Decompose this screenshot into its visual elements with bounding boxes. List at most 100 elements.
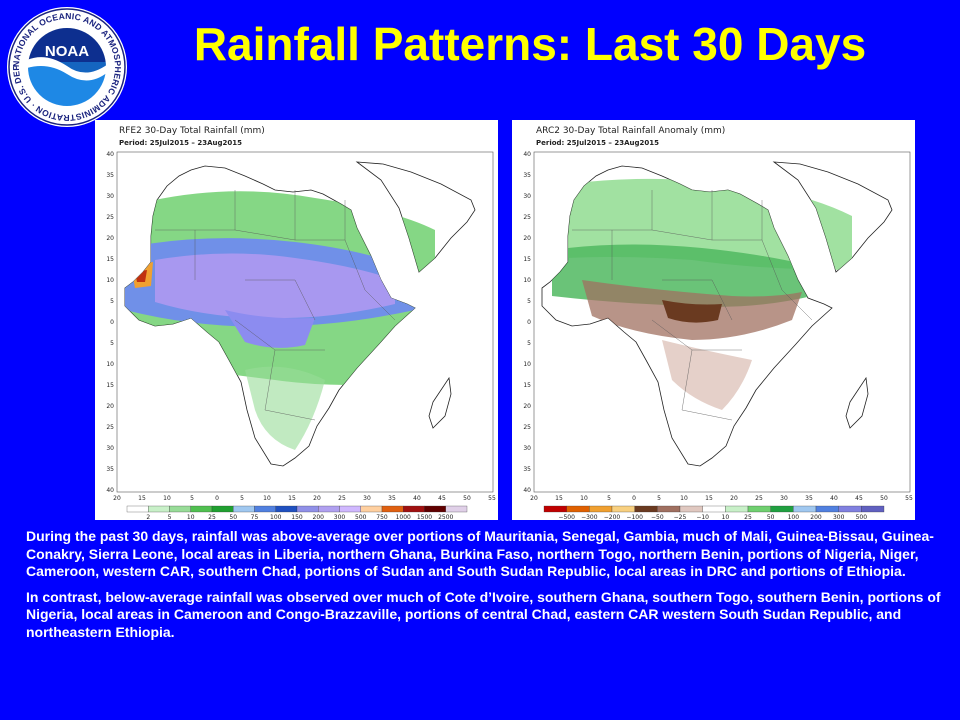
svg-text:10: 10 (263, 495, 271, 502)
colorbar-swatch (657, 505, 681, 513)
svg-text:25: 25 (338, 495, 346, 502)
map-title: RFE2 30-Day Total Rainfall (mm) (119, 126, 265, 136)
colorbar-label: 10 (722, 514, 730, 520)
colorbar-swatch (254, 505, 276, 513)
colorbar-label: 50 (229, 514, 237, 520)
colorbar-label: 50 (767, 514, 775, 520)
colorbar-label: 2 (146, 514, 150, 520)
svg-text:15: 15 (523, 382, 531, 389)
svg-text:50: 50 (880, 495, 888, 502)
colorbar-swatch (543, 505, 567, 513)
colorbar-label: 150 (291, 514, 303, 520)
noaa-logo: NATIONAL OCEANIC AND ATMOSPHERIC ADMINIS… (2, 0, 128, 128)
colorbar-swatch (360, 505, 383, 513)
colorbar-swatch (233, 505, 255, 513)
colorbar-label: 100 (270, 514, 282, 520)
svg-text:20: 20 (106, 403, 114, 410)
colorbar-label: 500 (856, 514, 868, 520)
colorbar-swatch (190, 505, 213, 513)
svg-text:40: 40 (523, 487, 531, 494)
colorbar-swatch (275, 505, 298, 513)
colorbar-swatch (339, 505, 361, 513)
summary-paragraph-below-average: In contrast, below-average rainfall was … (26, 588, 941, 640)
colorbar-label: −50 (651, 514, 664, 520)
svg-text:20: 20 (730, 495, 738, 502)
svg-text:30: 30 (780, 495, 788, 502)
svg-text:20: 20 (113, 495, 121, 502)
svg-text:35: 35 (106, 172, 114, 179)
colorbar-label: 300 (334, 514, 346, 520)
colorbar-label: 300 (833, 514, 845, 520)
map-period: Period: 25Jul2015 – 23Aug2015 (119, 139, 243, 147)
logo-wordmark: NOAA (45, 43, 89, 60)
colorbar-swatch (611, 505, 635, 513)
map-title: ARC2 30-Day Total Rainfall Anomaly (mm) (536, 126, 726, 136)
svg-text:10: 10 (106, 361, 114, 368)
svg-text:25: 25 (523, 424, 531, 431)
colorbar-label: 750 (376, 514, 388, 520)
svg-text:40: 40 (106, 487, 114, 494)
colorbar-label: −500 (558, 514, 575, 520)
colorbar-swatch (589, 505, 613, 513)
colorbar-label: 1000 (396, 514, 411, 520)
colorbar-swatch (770, 505, 794, 513)
map-period: Period: 25Jul2015 – 23Aug2015 (536, 139, 660, 147)
svg-text:40: 40 (413, 495, 421, 502)
svg-text:15: 15 (106, 382, 114, 389)
svg-text:15: 15 (705, 495, 713, 502)
svg-text:35: 35 (523, 466, 531, 473)
svg-text:40: 40 (106, 151, 114, 158)
colorbar: −500 −300 −200 −100 −50 −25 −10 10 25 50 100 200 300… (543, 505, 885, 520)
colorbar-swatch (169, 505, 191, 513)
svg-text:15: 15 (106, 256, 114, 263)
svg-text:30: 30 (523, 193, 531, 200)
colorbar-swatch (566, 505, 590, 513)
svg-text:35: 35 (805, 495, 813, 502)
svg-text:20: 20 (106, 235, 114, 242)
colorbar-swatch (838, 505, 862, 513)
colorbar-label: 100 (788, 514, 800, 520)
colorbar-label: 500 (355, 514, 367, 520)
svg-text:55: 55 (905, 495, 913, 502)
svg-text:5: 5 (190, 495, 194, 502)
colorbar-label: 200 (810, 514, 822, 520)
svg-text:20: 20 (523, 235, 531, 242)
svg-text:35: 35 (106, 466, 114, 473)
colorbar-swatch (747, 505, 771, 513)
svg-text:10: 10 (106, 277, 114, 284)
svg-text:10: 10 (523, 361, 531, 368)
colorbar-swatch (126, 505, 149, 513)
colorbar-label: 10 (187, 514, 195, 520)
country-borders (155, 190, 396, 421)
lon-ticks: 20 15 10 5 0 5 10 15 20 25 30 35 40 45 50 55 (530, 495, 913, 502)
svg-text:20: 20 (530, 495, 538, 502)
svg-text:5: 5 (657, 495, 661, 502)
colorbar-swatch (679, 505, 703, 513)
summary-text: During the past 30 days, rainfall was ab… (26, 528, 946, 649)
colorbar-swatch (702, 505, 726, 513)
svg-text:25: 25 (106, 424, 114, 431)
country-borders (572, 190, 813, 421)
svg-text:5: 5 (527, 340, 531, 347)
summary-paragraph-above-average: During the past 30 days, rainfall was ab… (26, 528, 934, 579)
colorbar-label: −200 (604, 514, 621, 520)
svg-text:15: 15 (138, 495, 146, 502)
colorbar-label: −10 (696, 514, 709, 520)
colorbar-label: −100 (626, 514, 643, 520)
lon-ticks: 20 15 10 5 0 5 10 15 20 25 30 35 40 45 50 55 (113, 495, 496, 502)
colorbar-label: −300 (581, 514, 598, 520)
colorbar-swatch (424, 505, 446, 513)
svg-text:25: 25 (106, 214, 114, 221)
colorbar-label: 25 (744, 514, 752, 520)
svg-text:15: 15 (523, 256, 531, 263)
colorbar-swatch (861, 505, 885, 513)
svg-text:15: 15 (555, 495, 563, 502)
svg-text:35: 35 (523, 172, 531, 179)
colorbar-swatch (296, 505, 319, 513)
svg-text:10: 10 (163, 495, 171, 502)
colorbar-swatch (381, 505, 404, 513)
svg-text:5: 5 (110, 298, 114, 305)
colorbar-swatch (793, 505, 817, 513)
svg-text:5: 5 (527, 298, 531, 305)
